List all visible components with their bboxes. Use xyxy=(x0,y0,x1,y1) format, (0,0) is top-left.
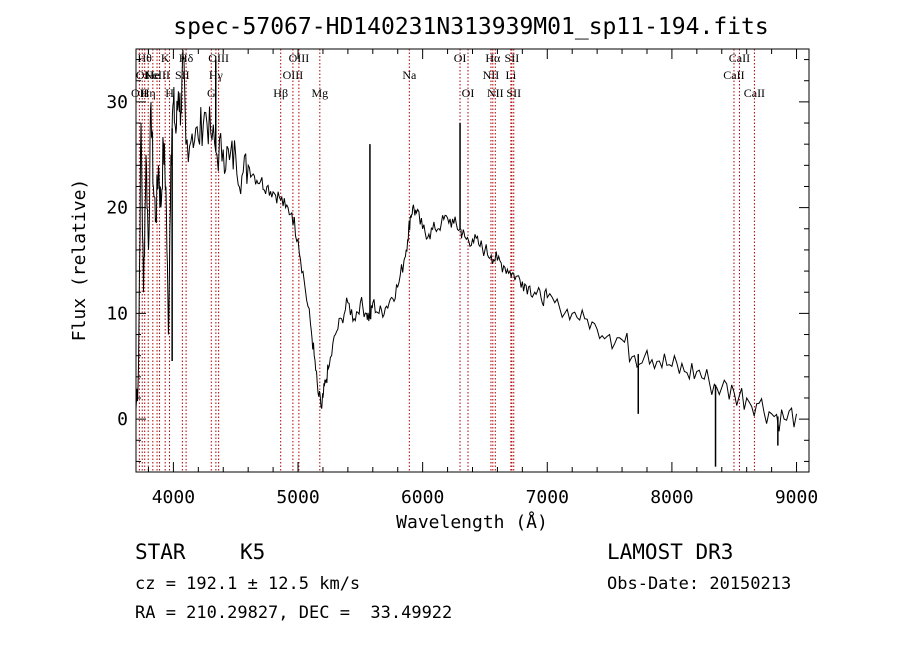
x-axis-label: Wavelength (Å) xyxy=(396,511,548,533)
redshift-velocity: cz = 192.1 ± 12.5 km/s xyxy=(135,574,361,594)
line-marker-label-26: SII xyxy=(506,86,521,100)
line-marker-label-4: He xyxy=(146,68,160,82)
line-marker-label-17: Mg xyxy=(311,86,328,100)
line-marker-label-10: Hδ xyxy=(179,51,194,65)
x-tick-label-7000: 7000 xyxy=(526,487,569,508)
x-tick-label-8000: 8000 xyxy=(650,487,693,508)
line-marker-label-13: OIII xyxy=(208,51,229,65)
line-marker-label-20: OI xyxy=(462,86,475,100)
y-tick-label-30: 30 xyxy=(106,92,128,113)
x-axis: 4000 5000 6000 7000 8000 9000 xyxy=(147,49,818,508)
line-marker-label-28: CaII xyxy=(729,51,750,65)
line-marker-label-0: OII xyxy=(131,86,148,100)
line-marker-label-24: Li xyxy=(506,68,517,82)
line-marker-label-27: CaII xyxy=(723,68,744,82)
line-marker-label-23: NII xyxy=(487,86,504,100)
line-marker-label-8: H xyxy=(165,86,174,100)
line-marker-label-25: SII xyxy=(505,51,520,65)
chart-title: spec-57067-HD140231N313939M01_sp11-194.f… xyxy=(173,14,768,40)
y-axis: 0 10 20 30 xyxy=(106,59,809,462)
line-marker-label-3: Hη xyxy=(141,86,156,100)
x-tick-label-9000: 9000 xyxy=(775,487,818,508)
spectrum-spikes xyxy=(171,59,779,467)
line-marker-label-22: Hα xyxy=(485,51,501,65)
line-marker-labels: OIIOIHθHηHeNeIIIKHSIIHδGHγOIIIHβOIIIOIII… xyxy=(131,51,765,100)
line-marker-label-2: Hθ xyxy=(138,51,153,65)
line-marker-label-21: NII xyxy=(483,68,500,82)
object-class: STAR xyxy=(135,540,186,564)
y-tick-label-20: 20 xyxy=(106,198,128,219)
observation-date: Obs-Date: 20150213 xyxy=(607,574,792,594)
line-marker-label-14: Hβ xyxy=(273,86,288,100)
spectrum-line xyxy=(135,49,797,432)
line-marker-label-29: CaII xyxy=(744,86,765,100)
line-marker-label-7: K xyxy=(161,51,170,65)
coordinates: RA = 210.29827, DEC = 33.49922 xyxy=(135,603,453,623)
plot-frame xyxy=(135,48,810,473)
line-marker-label-15: OIII xyxy=(283,68,304,82)
survey-name: LAMOST DR3 xyxy=(607,540,734,564)
line-markers xyxy=(138,49,755,472)
line-marker-label-5: NeIII xyxy=(144,68,170,82)
y-tick-label-0: 0 xyxy=(117,409,128,430)
line-marker-label-11: G xyxy=(207,86,216,100)
object-subclass: K5 xyxy=(240,540,266,564)
x-tick-label-4000: 4000 xyxy=(152,487,195,508)
line-marker-label-1: OI xyxy=(136,68,149,82)
line-marker-label-16: OIII xyxy=(289,51,310,65)
x-tick-label-6000: 6000 xyxy=(401,487,444,508)
y-tick-label-10: 10 xyxy=(106,303,128,324)
y-axis-label: Flux (relative) xyxy=(69,179,90,342)
line-marker-label-18: Na xyxy=(402,68,417,82)
x-tick-label-5000: 5000 xyxy=(276,487,319,508)
line-marker-label-19: OI xyxy=(454,51,467,65)
